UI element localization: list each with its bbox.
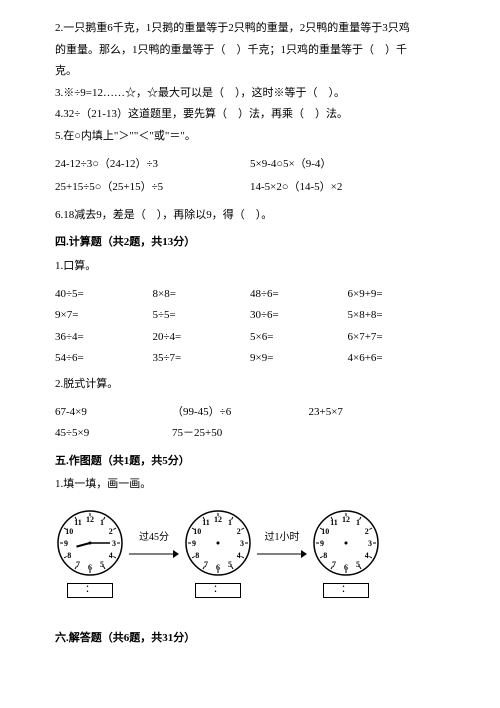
svg-text:2: 2 [365,527,369,536]
calc-cell: 9×7= [55,307,153,325]
svg-text:9: 9 [320,539,324,548]
q6: 6.18减去9，差是（ ），再除以9，得（ ）。 [55,207,445,225]
time-box-2: ： [195,583,241,598]
section5-title: 五.作图题（共1题，共5分） [55,453,445,471]
svg-text:10: 10 [321,527,329,536]
svg-text:11: 11 [330,518,338,527]
calc2-cell: 45÷5×9 [55,425,172,443]
calc-cell: 20÷4= [153,329,251,347]
q2-line2: 的重量。那么，1只鸭的重量等于（ ）千克；1只鸡的重量等于（ ）千 [55,42,445,60]
svg-text:5: 5 [100,560,104,569]
svg-text:3: 3 [368,539,372,548]
svg-text:4: 4 [365,551,369,560]
svg-text:10: 10 [193,527,201,536]
q4: 4.32÷（21-13）这道题里，要先算（ ）法，再乘（ ）法。 [55,106,445,124]
svg-text:1: 1 [228,518,232,527]
svg-text:2: 2 [237,527,241,536]
calc2-cell: 67-4×9 [55,404,172,422]
compare-r2a: 25+15÷5○（25+15）÷5 [55,179,250,197]
svg-text:9: 9 [192,539,196,548]
svg-text:12: 12 [86,515,94,524]
svg-text:8: 8 [195,551,199,560]
section4-title: 四.计算题（共2题，共13分） [55,234,445,252]
calc-cell: 4×6+6= [348,350,446,368]
calc-cell: 30÷6= [250,307,348,325]
svg-text:8: 8 [67,551,71,560]
calc-cell: 5÷5= [153,307,251,325]
calc-cell: 6×7+7= [348,329,446,347]
q3: 3.※÷9=12……☆，☆最大可以是（ ），这时※等于（ ）。 [55,85,445,103]
section6-title: 六.解答题（共6题，共31分） [55,630,445,648]
svg-text:4: 4 [237,551,241,560]
arrow-1: 过45分 [129,530,179,576]
calc-cell: 5×8+8= [348,307,446,325]
time-box-3: ： [323,583,369,598]
s5q1: 1.填一填，画一画。 [55,476,445,494]
calc-cell: 40÷5= [55,286,153,304]
svg-text:3: 3 [240,539,244,548]
calc2-cell: 23+5×7 [309,404,446,422]
arrow-2-label: 过1小时 [265,530,300,546]
q2-line1: 2.一只鹅重6千克，1只鹅的重量等于2只鸭的重量，2只鸭的重量等于3只鸡 [55,20,445,38]
calc2-cell: （99-45）÷6 [172,404,309,422]
svg-text:11: 11 [74,518,82,527]
svg-text:3: 3 [112,539,116,548]
calc2-cell [309,425,446,443]
calc2-cell: 75－25+50 [172,425,309,443]
svg-text:12: 12 [342,515,350,524]
arrow-2: 过1小时 [257,530,307,576]
arrow-1-icon [129,548,179,560]
calc-cell: 5×6= [250,329,348,347]
compare-r1b: 5×9-4○5×（9-4） [250,156,445,174]
calc-cell: 8×8= [153,286,251,304]
arrow-2-icon [257,548,307,560]
compare-r1a: 24-12÷3○（24-12）÷3 [55,156,250,174]
clock-2: 12 12 3 45678 9 1011 [183,508,253,578]
time-box-1: ： [67,583,113,598]
svg-text:2: 2 [109,527,113,536]
clocks-row: 121234567891011 ： 过45分 121234567891011 ：… [55,508,445,598]
svg-text:6: 6 [216,563,220,572]
svg-text:1: 1 [356,518,360,527]
q2-line3: 克。 [55,63,445,81]
calc-cell: 54÷6= [55,350,153,368]
calc-cell: 9×9= [250,350,348,368]
calc-cell: 36÷4= [55,329,153,347]
svg-text:7: 7 [332,560,336,569]
svg-text:7: 7 [204,560,208,569]
clock-3: 12 12 3 45678 9 1011 [311,508,381,578]
svg-text:5: 5 [356,560,360,569]
clock-1-group: 12 12 3 45678 9 1011 ： [55,508,125,598]
calc-cell: 6×9+9= [348,286,446,304]
svg-text:6: 6 [88,563,92,572]
svg-text:4: 4 [109,551,113,560]
svg-text:1: 1 [100,518,104,527]
svg-text:11: 11 [202,518,210,527]
clock-3-group: 12 12 3 45678 9 1011 ： [311,508,381,598]
clock-1: 12 12 3 45678 9 1011 [55,508,125,578]
arrow-1-label: 过45分 [139,530,169,546]
calc-cell: 48÷6= [250,286,348,304]
svg-text:8: 8 [323,551,327,560]
s4q1: 1.口算。 [55,258,445,276]
svg-text:6: 6 [344,563,348,572]
compare-r2b: 14-5×2○（14-5）×2 [250,179,445,197]
q5: 5.在○内填上"＞""＜"或"＝"。 [55,128,445,146]
calc-cell: 35÷7= [153,350,251,368]
s4q2: 2.脱式计算。 [55,376,445,394]
clock-2-group: 12 12 3 45678 9 1011 ： [183,508,253,598]
svg-text:5: 5 [228,560,232,569]
svg-text:7: 7 [76,560,80,569]
svg-text:10: 10 [65,527,73,536]
svg-text:12: 12 [214,515,222,524]
svg-text:9: 9 [64,539,68,548]
